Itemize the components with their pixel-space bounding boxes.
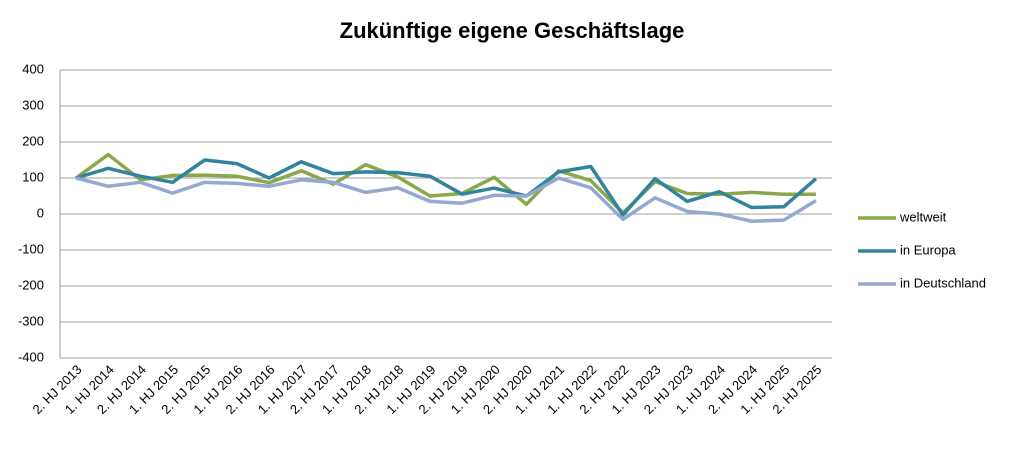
y-tick-label: 200 — [22, 133, 44, 148]
line-series — [75, 152, 816, 215]
y-tick-label: 400 — [22, 61, 44, 76]
y-tick-label: -300 — [18, 313, 44, 328]
y-tick-label: -200 — [18, 277, 44, 292]
y-tick-label: 100 — [22, 169, 44, 184]
legend-label: weltweit — [899, 209, 947, 224]
y-tick-label: 300 — [22, 97, 44, 112]
y-tick-label: -400 — [18, 349, 44, 364]
line-series — [75, 176, 817, 223]
chart-title: Zukünftige eigene Geschäftslage — [340, 18, 685, 43]
legend-label: in Deutschland — [900, 275, 986, 290]
line-series — [75, 158, 818, 217]
y-tick-label: -100 — [18, 241, 44, 256]
legend-label: in Europa — [900, 242, 956, 257]
y-tick-label: 0 — [37, 205, 44, 220]
